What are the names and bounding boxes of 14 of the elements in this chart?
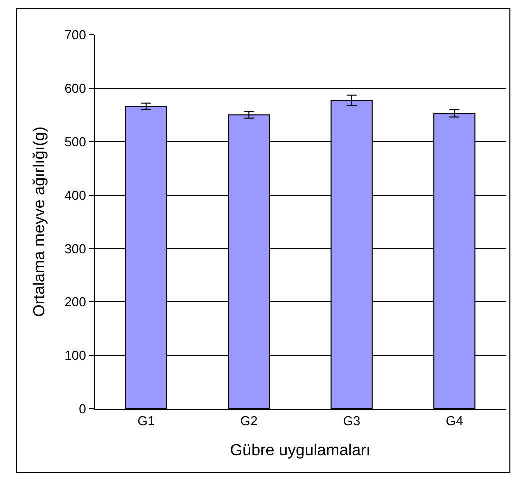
x-tick-label: G3	[343, 414, 361, 429]
x-tick-label: G1	[138, 414, 156, 429]
y-tick-label: 200	[64, 294, 86, 310]
x-axis-title: Gübre uygulamaları	[230, 442, 371, 460]
y-tick-label: 600	[64, 80, 86, 96]
y-tick-label: 500	[64, 134, 86, 150]
y-tick-label: 0	[79, 402, 86, 417]
y-tick-label: 300	[64, 241, 86, 256]
y-tick-label: 100	[64, 348, 86, 364]
x-tick-label: G4	[446, 414, 464, 429]
x-tick-label: G2	[240, 414, 258, 429]
y-tick-label: 400	[64, 188, 86, 203]
y-axis-title: Ortalama meyve ağırlığı(g)	[32, 126, 49, 318]
y-tick-label: 700	[64, 28, 86, 43]
